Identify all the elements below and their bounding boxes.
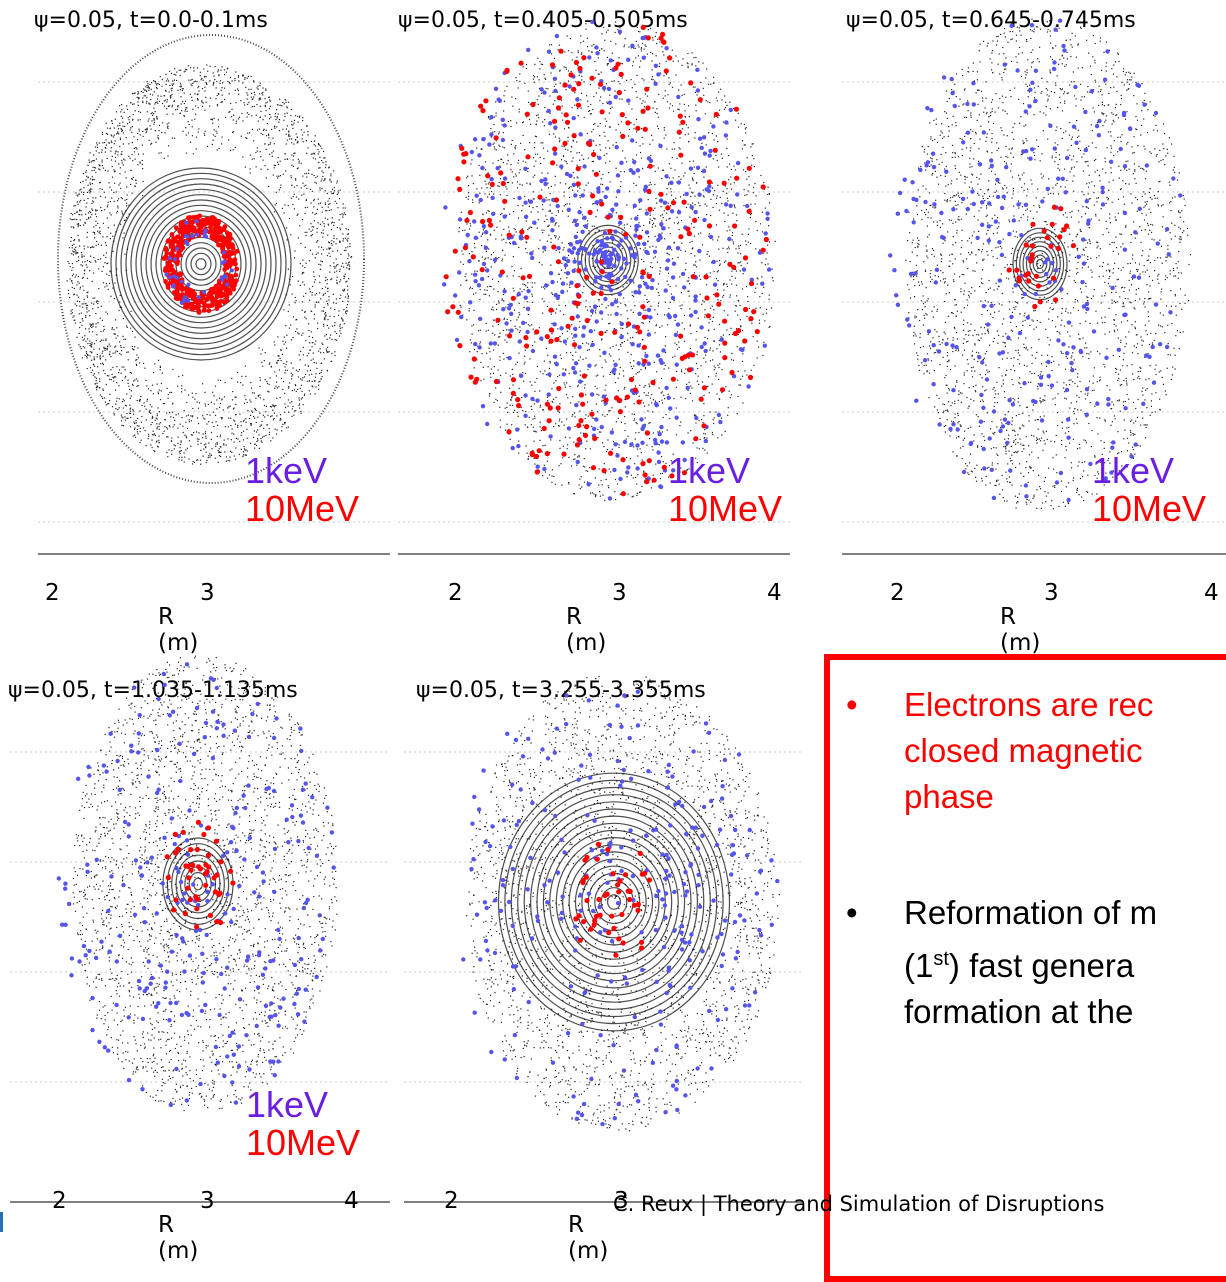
legend-10mev: 10MeV: [1092, 490, 1206, 528]
field-lines: [905, 19, 1191, 510]
bullet-text: Electrons are rec closed magnetic phase: [904, 682, 1153, 820]
bullet-dot: •: [846, 682, 858, 728]
note-box: • Electrons are rec closed magnetic phas…: [824, 654, 1226, 1282]
bullet-text: Reformation of m (1st) fast genera forma…: [904, 890, 1157, 1035]
bullet-line: (1st) fast genera: [904, 936, 1157, 989]
bullet-dot: •: [846, 890, 858, 936]
panel-1-xtick-3: 3: [200, 580, 215, 606]
legend-1kev: 1keV: [1092, 452, 1206, 490]
particles: [461, 690, 779, 1127]
legend-10mev: 10MeV: [668, 490, 782, 528]
panel-4-xtick-3: 3: [200, 1188, 215, 1214]
particles: [162, 214, 240, 315]
legend-10mev: 10MeV: [246, 1124, 360, 1162]
panel-1-legend: 1keV 10MeV: [245, 452, 359, 528]
panel-2-xtick-2: 2: [448, 580, 463, 606]
particles: [442, 20, 771, 501]
panel-2-xtick-3: 3: [612, 580, 627, 606]
panel-4-xlabel: R (m): [158, 1212, 198, 1264]
legend-10mev: 10MeV: [245, 490, 359, 528]
panel-3-title: ψ=0.05, t=0.645-0.745ms: [846, 8, 1136, 33]
panel-2-xlabel: R (m): [566, 604, 606, 656]
flux-surfaces: [58, 35, 364, 483]
legend-1kev: 1keV: [668, 452, 782, 490]
bullet-line: Reformation of m: [904, 890, 1157, 936]
panel-4-xtick-2: 2: [52, 1188, 67, 1214]
legend-1kev: 1keV: [245, 452, 359, 490]
panel-5-xtick-2: 2: [444, 1188, 459, 1214]
panel-1-title: ψ=0.05, t=0.0-0.1ms: [34, 8, 268, 33]
edge-marker: [0, 1212, 3, 1232]
panel-3-xtick-3: 3: [1044, 580, 1059, 606]
field-lines: [466, 676, 780, 1131]
panel-2-xtick-4: 4: [767, 580, 782, 606]
bullet-line: Electrons are rec: [904, 682, 1153, 728]
bullet-line: closed magnetic: [904, 728, 1153, 774]
footer-credit: C. Reux | Theory and Simulation of Disru…: [613, 1192, 1104, 1216]
panel-1-xlabel: R (m): [158, 604, 198, 656]
panel-4-xtick-4: 4: [344, 1188, 359, 1214]
panel-5-xlabel: R (m): [568, 1212, 608, 1264]
bullet-line: phase: [904, 774, 1153, 820]
panel-5-plot: [404, 712, 804, 1212]
panel-2-legend: 1keV 10MeV: [668, 452, 782, 528]
panel-3-legend: 1keV 10MeV: [1092, 452, 1206, 528]
panel-3-xlabel: R (m): [1000, 604, 1040, 656]
panel-4-legend: 1keV 10MeV: [246, 1086, 360, 1162]
particles: [57, 662, 336, 1107]
legend-1kev: 1keV: [246, 1086, 360, 1124]
bullet-line: formation at the: [904, 989, 1157, 1035]
panel-3-xtick-2: 2: [890, 580, 905, 606]
field-lines: [67, 64, 353, 464]
panel-4-title: ψ=0.05, t=1.035-1.135ms: [8, 678, 298, 703]
particles: [888, 19, 1182, 503]
panel-5-title: ψ=0.05, t=3.255-3.355ms: [416, 678, 706, 703]
panel-1-xtick-2: 2: [45, 580, 60, 606]
panel-3-xtick-4: 4: [1204, 580, 1219, 606]
